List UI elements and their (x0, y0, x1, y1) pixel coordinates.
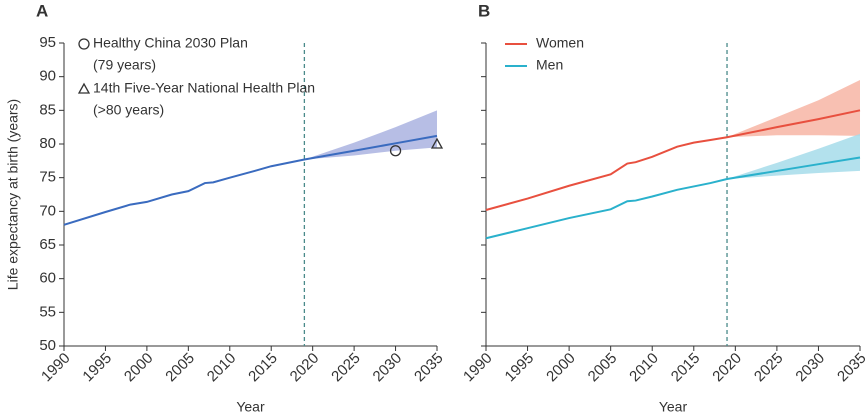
y-tick-label: 90 (39, 68, 56, 85)
x-tick-label: 1990 (460, 350, 496, 386)
line (63, 134, 438, 226)
uncertainty-band (727, 133, 860, 180)
legend-symbol (77, 82, 91, 94)
y-tick-label: 65 (39, 236, 56, 253)
x-tick-label: 2000 (543, 350, 579, 386)
x-tick-label: 2020 (709, 350, 745, 386)
y-tick-label: 50 (39, 337, 56, 354)
x-tick-label: 2025 (751, 350, 787, 386)
x-tick-label: 2030 (370, 350, 406, 386)
legend-note: (79 years) (93, 57, 156, 73)
x-tick-label: 2035 (834, 350, 865, 386)
y-axis-label: Life expectancy at birth (years) (5, 99, 21, 290)
x-tick-label: 2020 (287, 350, 323, 386)
y-tick-label: 60 (39, 270, 56, 287)
x-tick-label: 2010 (626, 350, 662, 386)
y-tick-label: 80 (39, 135, 56, 152)
panel-label: A (36, 1, 48, 20)
line (485, 156, 861, 240)
target-marker (389, 145, 402, 157)
y-tick-label: 95 (39, 34, 56, 51)
x-tick-label: 2010 (204, 350, 240, 386)
x-tick-label: 2025 (328, 350, 364, 386)
x-tick-label: 2015 (245, 350, 281, 386)
line (485, 109, 861, 211)
y-tick-label: 75 (39, 169, 56, 186)
y-tick-label: 55 (39, 303, 56, 320)
y-tick-label: 85 (39, 101, 56, 118)
x-tick-label: 2005 (162, 350, 198, 386)
x-tick-label: 2005 (585, 350, 621, 386)
x-tick-label: 1995 (79, 350, 115, 386)
target-marker (430, 137, 444, 149)
x-tick-label: 1995 (502, 350, 538, 386)
legend-label: 14th Five-Year National Health Plan (93, 80, 315, 96)
uncertainty-band (727, 80, 860, 138)
x-tick-label: 2030 (792, 350, 828, 386)
x-axis-label: Year (236, 399, 265, 415)
x-tick-label: 2015 (668, 350, 704, 386)
legend-label: Women (536, 35, 584, 51)
x-tick-label: 2035 (411, 350, 447, 386)
y-tick-label: 70 (39, 202, 56, 219)
uncertainty-band (304, 110, 437, 160)
legend-label: Healthy China 2030 Plan (93, 35, 248, 51)
legend-note: (>80 years) (93, 102, 164, 118)
panel-label: B (478, 1, 490, 20)
legend-symbol (78, 38, 90, 50)
x-tick-label: 1990 (38, 350, 74, 386)
x-tick-label: 2000 (121, 350, 157, 386)
legend-label: Men (536, 57, 563, 73)
x-axis-label: Year (659, 399, 688, 415)
